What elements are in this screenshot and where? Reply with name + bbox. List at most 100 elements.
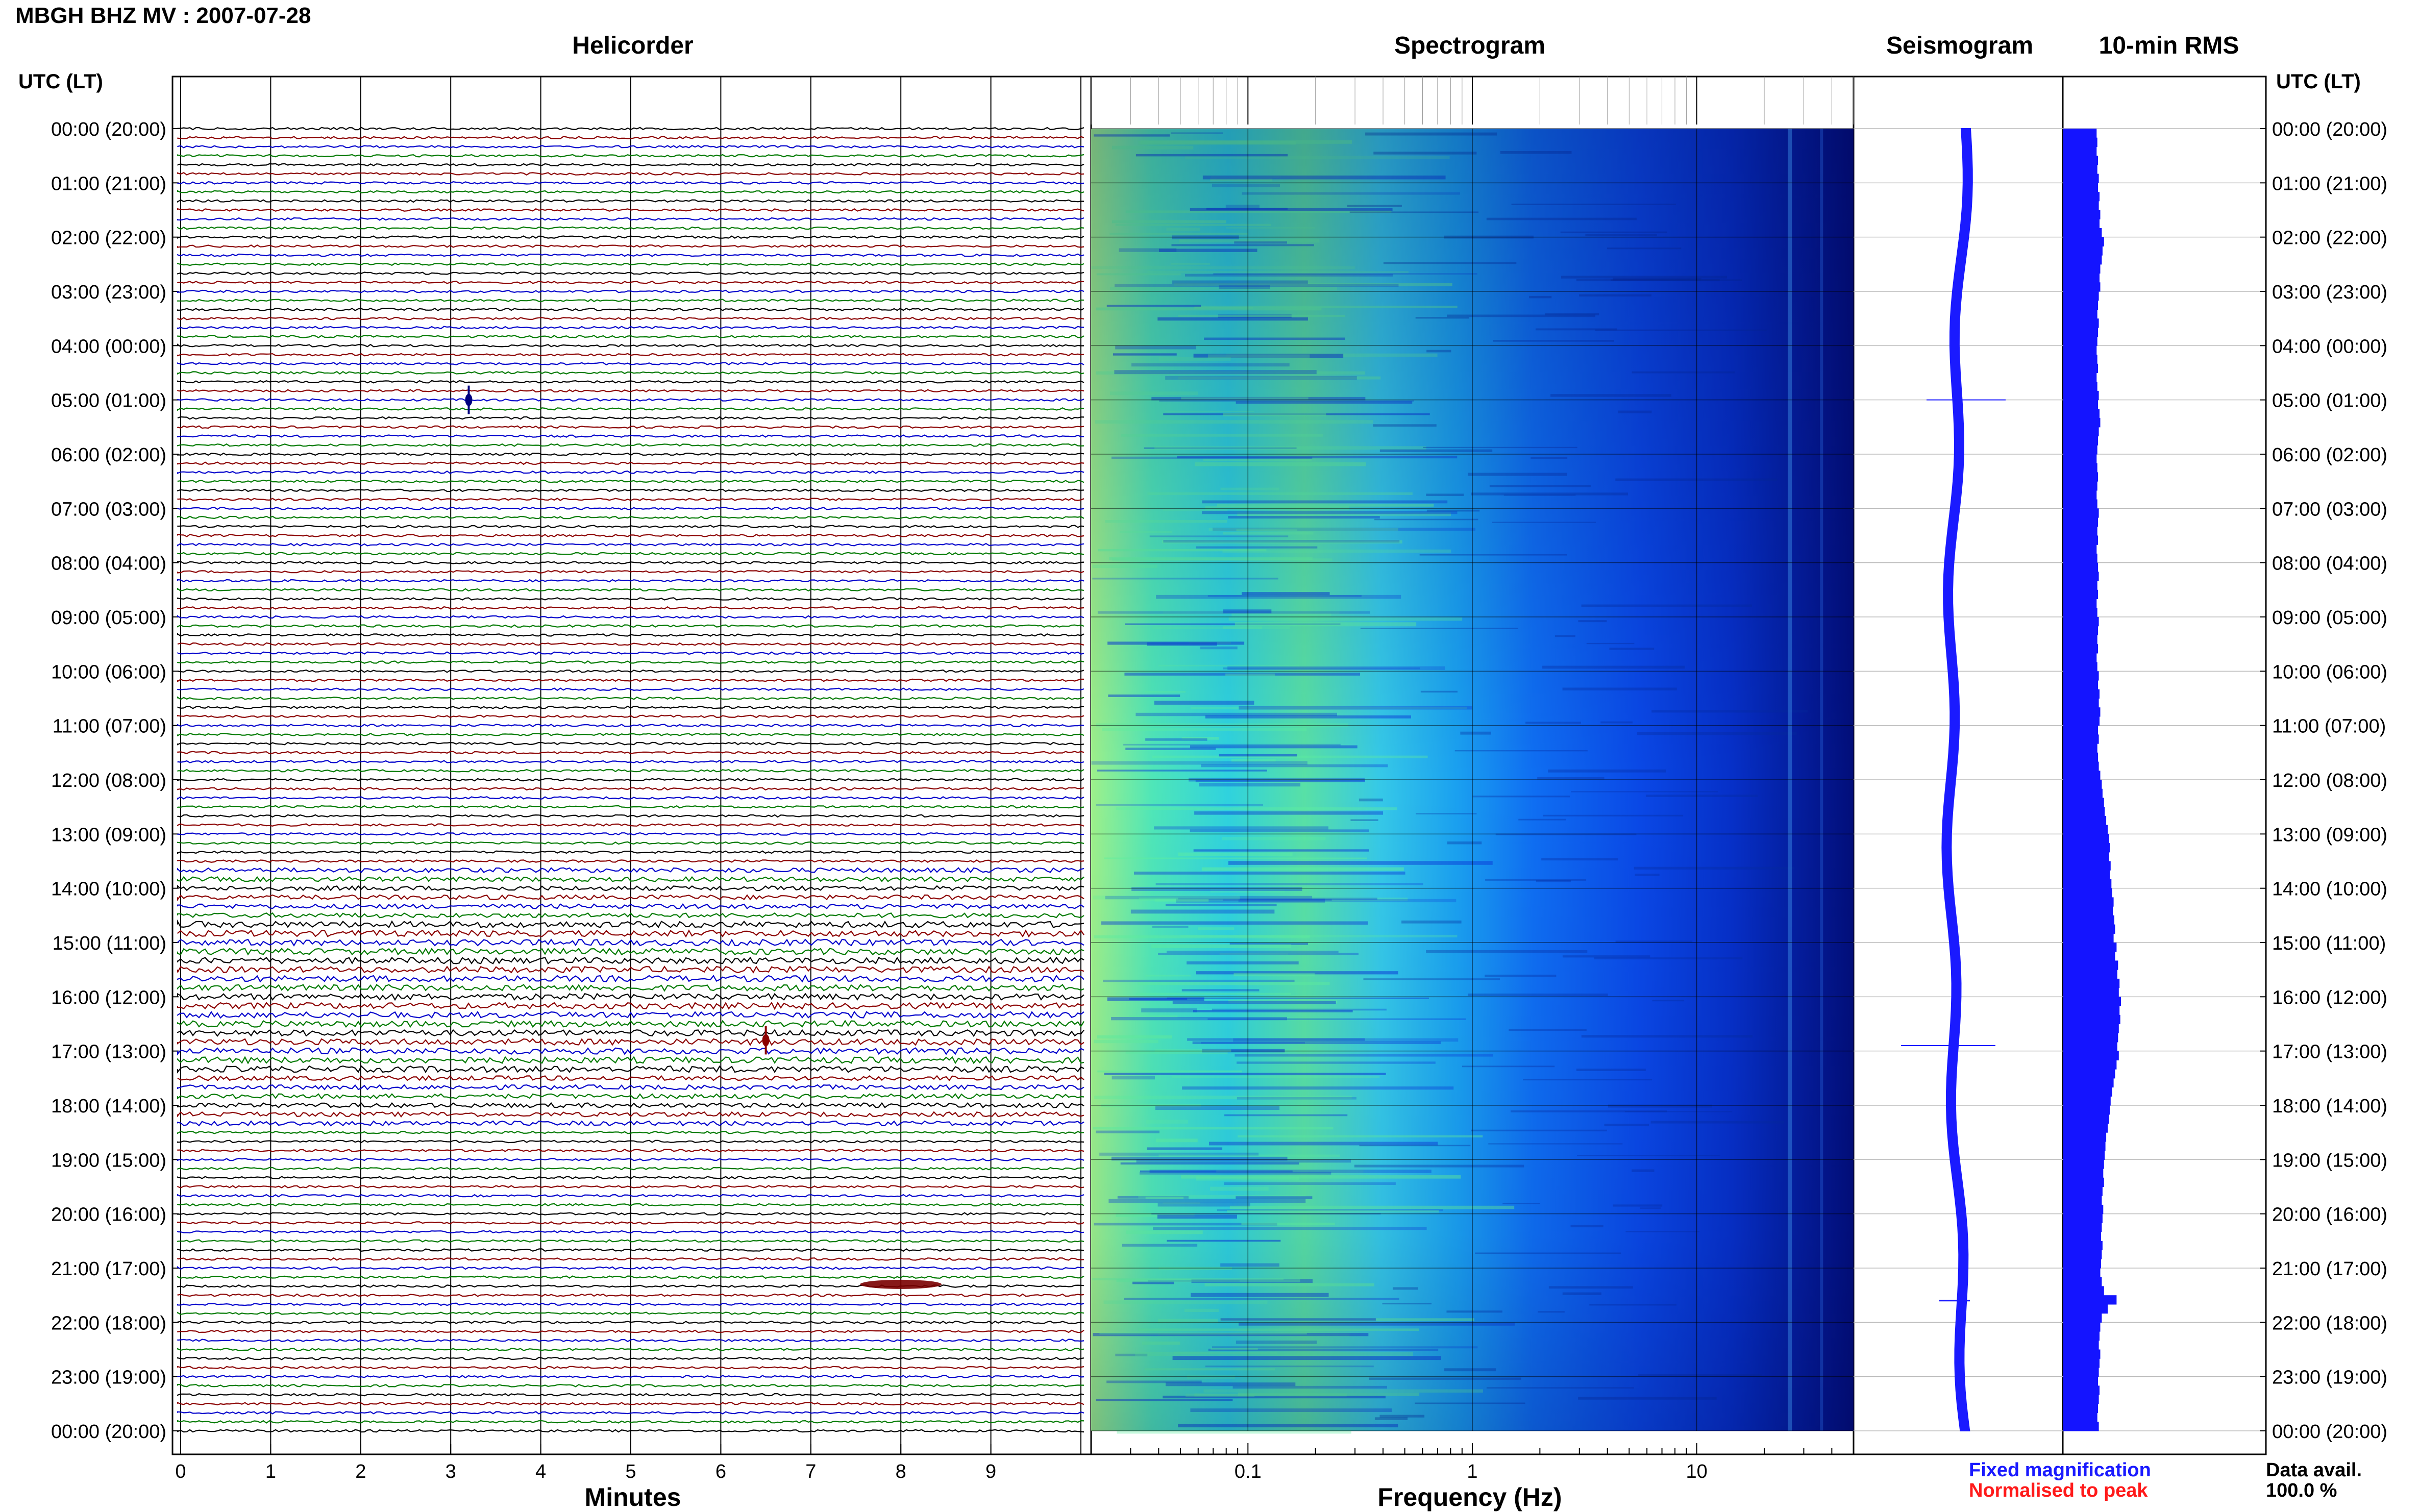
rms-bar bbox=[2063, 472, 2099, 482]
seismogram-trace bbox=[1941, 128, 1973, 1431]
helicorder-trace bbox=[177, 515, 1084, 519]
rms-bar bbox=[2063, 1250, 2102, 1259]
helicorder-trace bbox=[177, 615, 1084, 619]
rms-bar bbox=[2063, 752, 2099, 762]
legend-normalised-to-peak: Normalised to peak bbox=[1969, 1480, 2148, 1501]
time-label-right: 01:00 (21:00) bbox=[2272, 173, 2387, 194]
helicorder-trace bbox=[177, 1356, 1084, 1360]
rms-bar bbox=[2063, 373, 2097, 382]
rms-bar bbox=[2063, 997, 2121, 1006]
time-label-left: 08:00 (04:00) bbox=[51, 553, 166, 575]
rms-bar bbox=[2063, 508, 2099, 518]
helicorder-trace bbox=[177, 208, 1084, 212]
rms-bar bbox=[2063, 798, 2104, 807]
time-label-left: 00:00 (20:00) bbox=[51, 119, 166, 140]
time-label-right: 08:00 (04:00) bbox=[2272, 553, 2387, 575]
time-label-right: 21:00 (17:00) bbox=[2272, 1258, 2387, 1280]
rms-bar bbox=[2063, 1268, 2101, 1278]
rms-bar bbox=[2063, 562, 2099, 572]
helicorder-trace bbox=[177, 488, 1084, 492]
rms-bar bbox=[2063, 409, 2100, 418]
rms-bar bbox=[2063, 943, 2117, 952]
time-label-right: 10:00 (06:00) bbox=[2272, 661, 2387, 683]
rms-bar bbox=[2063, 526, 2097, 536]
helicorder-trace bbox=[177, 1239, 1084, 1243]
helicorder-trace bbox=[177, 705, 1084, 709]
rms-bar bbox=[2063, 1096, 2111, 1106]
minute-tick-label: 2 bbox=[355, 1461, 366, 1482]
helicorder-trace bbox=[177, 919, 1084, 929]
helicorder-trace bbox=[177, 1065, 1084, 1074]
rms-bar bbox=[2063, 933, 2114, 943]
rms-bar bbox=[2063, 300, 2099, 310]
rms-bar bbox=[2063, 951, 2115, 961]
helicorder-trace bbox=[177, 1167, 1084, 1171]
time-label-right: 02:00 (22:00) bbox=[2272, 228, 2387, 249]
event-marker bbox=[762, 1034, 770, 1047]
helicorder-trace bbox=[177, 506, 1084, 510]
rms-bar bbox=[2063, 987, 2119, 997]
helicorder-trace bbox=[177, 724, 1084, 728]
helicorder-trace bbox=[177, 938, 1084, 947]
time-label-left: 15:00 (11:00) bbox=[53, 933, 166, 954]
helicorder-trace bbox=[177, 343, 1084, 348]
rms-bar bbox=[2063, 156, 2099, 165]
time-label-right: 12:00 (08:00) bbox=[2272, 770, 2387, 791]
helicorder-trace bbox=[177, 181, 1084, 185]
rms-bar bbox=[2063, 897, 2114, 907]
helicorder-trace bbox=[177, 669, 1084, 673]
rms-bar bbox=[2063, 788, 2103, 798]
rms-bar bbox=[2063, 662, 2097, 672]
rms-bar bbox=[2063, 698, 2099, 708]
helicorder-trace bbox=[177, 425, 1084, 429]
helicorder-trace bbox=[177, 1038, 1084, 1046]
rms-bar bbox=[2063, 1295, 2117, 1305]
rms-bar bbox=[2063, 653, 2097, 663]
helicorder-trace bbox=[177, 1084, 1084, 1090]
rms-bar bbox=[2063, 1331, 2100, 1341]
rms-bar bbox=[2063, 608, 2097, 617]
time-label-left: 12:00 (08:00) bbox=[51, 770, 166, 791]
panel-title-spectrogram: Spectrogram bbox=[1394, 32, 1546, 59]
helicorder-trace bbox=[177, 370, 1084, 375]
helicorder-trace bbox=[177, 452, 1084, 456]
rms-bar bbox=[2063, 1042, 2117, 1052]
rms-bar bbox=[2063, 1232, 2101, 1242]
time-label-right: 07:00 (03:00) bbox=[2272, 499, 2387, 520]
helicorder-trace bbox=[177, 190, 1084, 194]
helicorder-trace bbox=[177, 470, 1084, 474]
rms-bar bbox=[2063, 644, 2099, 654]
time-label-left: 06:00 (02:00) bbox=[51, 444, 166, 466]
rms-bar bbox=[2063, 390, 2099, 401]
rms-bar bbox=[2063, 1422, 2099, 1431]
rms-bar bbox=[2063, 1340, 2099, 1350]
helicorder-trace bbox=[177, 1411, 1084, 1415]
helicorder-trace bbox=[177, 606, 1084, 610]
time-label-left: 16:00 (12:00) bbox=[51, 987, 166, 1008]
rms-bar bbox=[2063, 761, 2099, 771]
time-label-left: 03:00 (23:00) bbox=[51, 282, 166, 303]
helicorder-trace bbox=[177, 1320, 1084, 1324]
rms-bar bbox=[2063, 1159, 2104, 1169]
minute-tick-label: 9 bbox=[985, 1461, 996, 1482]
rms-bar bbox=[2063, 680, 2099, 690]
rms-bar bbox=[2063, 382, 2097, 391]
helicorder-trace bbox=[177, 407, 1084, 411]
rms-bar bbox=[2063, 834, 2109, 844]
rms-bar bbox=[2063, 1395, 2099, 1404]
rms-bar bbox=[2063, 1069, 2115, 1079]
rms-bar bbox=[2063, 499, 2097, 509]
helicorder-trace bbox=[177, 859, 1084, 863]
station-title: MBGH BHZ MV : 2007-07-28 bbox=[15, 3, 311, 28]
helicorder-trace bbox=[177, 1047, 1084, 1056]
helicorder-trace bbox=[177, 1194, 1084, 1198]
helicorder-trace bbox=[177, 1221, 1084, 1225]
helicorder-trace bbox=[177, 1001, 1084, 1010]
helicorder-trace bbox=[177, 280, 1084, 284]
rms-bar bbox=[2063, 689, 2100, 699]
helicorder-trace bbox=[177, 461, 1084, 465]
rms-bar bbox=[2063, 445, 2097, 455]
helicorder-trace bbox=[177, 956, 1084, 965]
rms-bar bbox=[2063, 707, 2101, 717]
